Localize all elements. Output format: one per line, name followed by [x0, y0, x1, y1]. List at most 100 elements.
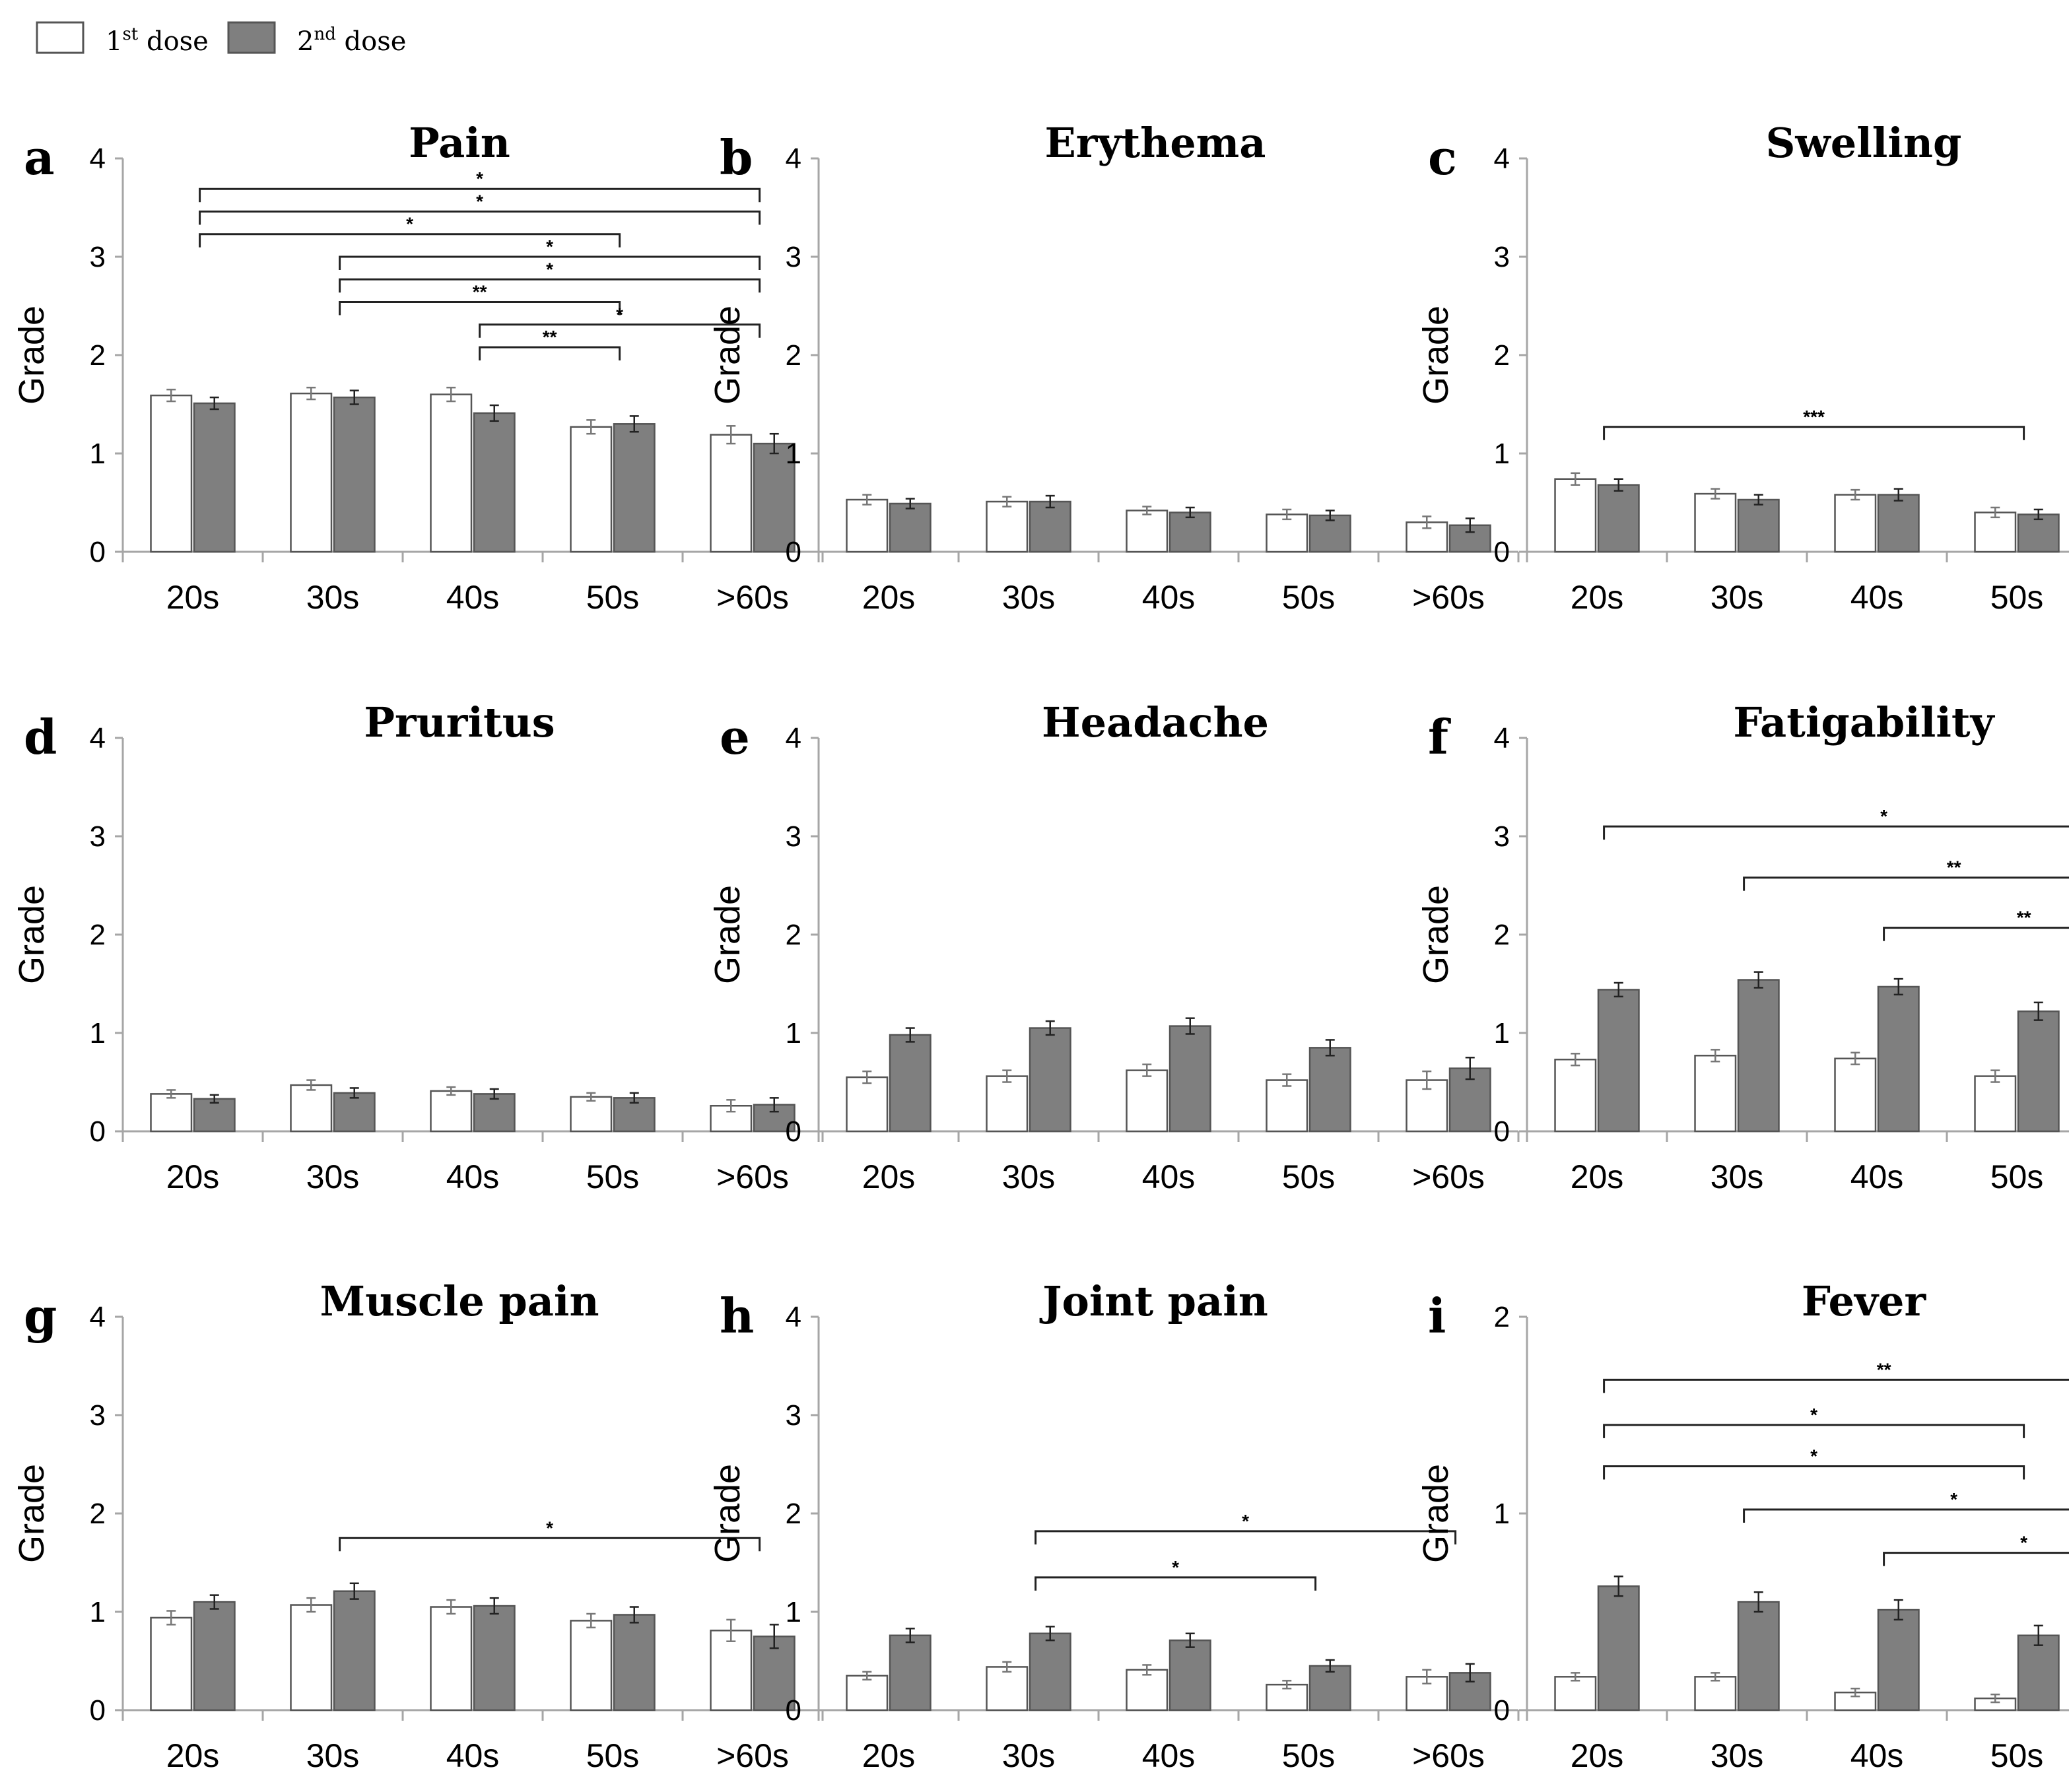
significance-label: *	[616, 304, 623, 325]
x-tick-label: 20s	[1571, 579, 1624, 616]
significance-label: *	[546, 236, 553, 257]
y-tick-label: 1	[1494, 1017, 1510, 1049]
bar-first-dose	[1834, 1057, 1877, 1133]
y-axis-title: Grade	[12, 1464, 51, 1563]
y-tick-label: 2	[90, 339, 106, 372]
x-tick-label: 30s	[1002, 1158, 1056, 1195]
bar-second-dose	[2017, 1634, 2060, 1711]
y-tick-label: 2	[786, 1498, 801, 1530]
bar-first-dose	[1554, 478, 1597, 553]
x-tick-label: 50s	[1990, 1158, 2044, 1195]
significance-label: **	[473, 282, 487, 302]
bar-first-dose	[1694, 1676, 1737, 1711]
y-tick-label: 3	[786, 820, 801, 853]
bar-second-dose	[1737, 1601, 1780, 1711]
significance-bracket	[479, 346, 621, 361]
significance-bracket	[199, 187, 761, 203]
bar-second-dose	[1169, 1025, 1211, 1133]
significance-label: *	[1810, 1445, 1817, 1466]
x-tick-label: >60s	[716, 1737, 789, 1774]
bar-first-dose	[430, 393, 473, 553]
bar-first-dose	[1554, 1058, 1597, 1133]
significance-bracket	[1603, 426, 2025, 440]
x-tick-label: 50s	[1990, 1737, 2044, 1774]
bar-first-dose	[1126, 1669, 1169, 1711]
y-tick-label: 0	[90, 1694, 106, 1727]
bar-first-dose	[1266, 1079, 1308, 1133]
bar-first-dose	[430, 1606, 473, 1711]
y-tick-label: 3	[1494, 241, 1510, 273]
bar-second-dose	[613, 423, 656, 553]
significance-label: *	[1950, 1489, 1957, 1510]
y-axis-title: Grade	[1416, 306, 1456, 405]
x-tick-label: 20s	[862, 1158, 916, 1195]
bar-first-dose	[1554, 1676, 1597, 1711]
x-tick-label: >60s	[716, 1158, 789, 1195]
significance-label: *	[2020, 1533, 2027, 1553]
bar-first-dose	[1974, 1075, 2017, 1133]
bar-first-dose	[430, 1090, 473, 1133]
significance-bracket	[1743, 1508, 2069, 1523]
significance-label: **	[543, 327, 557, 347]
bar-second-dose	[193, 402, 236, 553]
legend-label-first-dose: 1st dose	[106, 24, 209, 57]
x-tick-label: 40s	[1850, 1158, 1904, 1195]
y-tick-label: 1	[786, 1596, 801, 1628]
x-tick-label: 40s	[446, 1158, 500, 1195]
y-axis-title: Grade	[1416, 885, 1456, 984]
y-tick-label: 0	[786, 536, 801, 568]
bar-second-dose	[193, 1098, 236, 1133]
panel-letter-h: h	[720, 1288, 754, 1344]
y-tick-label: 1	[786, 1017, 801, 1049]
legend-label-second-dose: 2nd dose	[297, 24, 406, 57]
y-tick-label: 0	[1494, 1115, 1510, 1148]
x-tick-label: >60s	[1412, 579, 1485, 616]
panel-letter-g: g	[24, 1288, 57, 1344]
y-tick-label: 0	[786, 1694, 801, 1727]
significance-bracket	[339, 255, 761, 270]
significance-bracket	[1743, 877, 2069, 891]
bar-second-dose	[1877, 494, 1920, 553]
x-tick-label: 20s	[1571, 1158, 1624, 1195]
y-tick-label: 2	[90, 1498, 106, 1530]
bar-second-dose	[473, 412, 516, 553]
panel-title: Muscle pain	[320, 1277, 599, 1325]
panel-letter-c: c	[1428, 129, 1457, 185]
chart-panel-e: e Headache Grade 0 1 2 3 4 20s 30s 40s 50s >60s	[708, 698, 1520, 1195]
bar-second-dose	[1308, 514, 1351, 553]
bar-first-dose	[846, 1675, 889, 1711]
x-tick-label: 20s	[862, 1737, 916, 1774]
y-tick-label: 1	[1494, 438, 1510, 470]
bar-second-dose	[889, 1634, 932, 1711]
y-tick-label: 3	[90, 241, 106, 273]
panel-title: Headache	[1042, 698, 1269, 747]
bar-first-dose	[710, 1630, 753, 1711]
y-tick-label: 4	[786, 143, 801, 175]
x-tick-label: 50s	[1282, 1737, 1336, 1774]
x-tick-label: 40s	[1142, 1158, 1196, 1195]
significance-label: *	[476, 191, 483, 211]
x-tick-label: 30s	[1711, 1158, 1764, 1195]
bar-first-dose	[150, 1093, 193, 1133]
x-tick-label: 50s	[586, 1737, 640, 1774]
legend-swatch-first-dose	[36, 21, 85, 54]
bar-second-dose	[889, 502, 932, 553]
x-tick-label: 40s	[1142, 1737, 1196, 1774]
x-tick-label: 40s	[446, 579, 500, 616]
panel-letter-d: d	[24, 709, 57, 765]
bar-first-dose	[846, 498, 889, 553]
bar-first-dose	[1834, 494, 1877, 553]
significance-label: *	[546, 259, 553, 279]
bar-second-dose	[333, 1590, 376, 1711]
x-tick-label: 30s	[1002, 1737, 1056, 1774]
bar-second-dose	[1029, 1027, 1071, 1133]
bar-second-dose	[1308, 1047, 1351, 1133]
x-tick-label: 20s	[1571, 1737, 1624, 1774]
significance-bracket	[1603, 825, 2069, 840]
bar-first-dose	[846, 1076, 889, 1133]
x-tick-label: 20s	[166, 579, 220, 616]
y-axis-title: Grade	[708, 1464, 747, 1563]
